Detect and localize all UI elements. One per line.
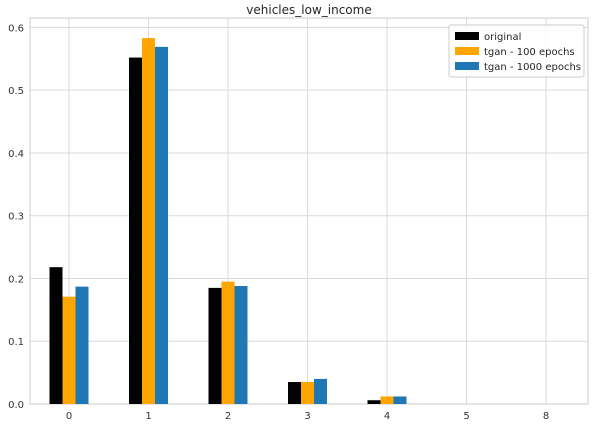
bar-tgan-1000-epochs-4 xyxy=(393,396,407,404)
bar-tgan-100-epochs-4 xyxy=(380,396,394,404)
y-tick-label: 0.5 xyxy=(8,86,24,97)
bar-tgan-100-epochs-0 xyxy=(62,296,76,404)
x-tick-label: 8 xyxy=(543,411,549,422)
bars-group xyxy=(49,38,407,404)
y-tick-labels: 0.0 0.1 0.2 0.3 0.4 0.5 0.6 xyxy=(8,23,24,411)
x-tick-labels: 0 1 2 3 4 5 8 xyxy=(66,411,549,422)
plot-area xyxy=(29,17,589,405)
bar-original-3 xyxy=(288,382,301,404)
legend: original tgan - 100 epochs tgan - 1000 epo… xyxy=(448,24,585,78)
x-tick-label: 2 xyxy=(225,411,231,422)
x-tick-label: 4 xyxy=(384,411,390,422)
legend-box xyxy=(448,24,585,78)
bar-original-1 xyxy=(129,57,142,404)
legend-swatch xyxy=(455,47,479,55)
legend-label: tgan - 100 epochs xyxy=(484,47,575,58)
y-tick-label: 0.2 xyxy=(8,274,24,285)
bar-tgan-100-epochs-1 xyxy=(142,38,155,404)
y-tick-label: 0.3 xyxy=(8,212,24,223)
bar-tgan-1000-epochs-2 xyxy=(234,286,248,404)
bar-tgan-1000-epochs-3 xyxy=(314,378,327,404)
legend-label: tgan - 1000 epochs xyxy=(484,62,581,73)
x-tick-label: 3 xyxy=(304,411,310,422)
x-tick-label: 1 xyxy=(145,411,151,422)
bar-original-2 xyxy=(208,287,222,404)
y-tick-label: 0.4 xyxy=(8,149,24,160)
bar-original-4 xyxy=(367,400,381,404)
bar-tgan-100-epochs-2 xyxy=(221,281,235,404)
x-tick-label: 0 xyxy=(66,411,72,422)
bar-original-0 xyxy=(49,267,63,404)
chart-title: vehicles_low_income xyxy=(246,3,371,17)
bar-tgan-1000-epochs-1 xyxy=(155,46,168,404)
y-tick-label: 0.6 xyxy=(8,23,24,34)
legend-swatch xyxy=(455,32,479,40)
y-tick-label: 0.1 xyxy=(8,337,24,348)
x-tick-label: 5 xyxy=(463,411,469,422)
bar-tgan-100-epochs-3 xyxy=(301,382,314,404)
legend-swatch xyxy=(455,62,479,70)
y-tick-label: 0.0 xyxy=(8,400,24,411)
bar-tgan-1000-epochs-0 xyxy=(75,286,89,404)
legend-label: original xyxy=(484,32,521,43)
